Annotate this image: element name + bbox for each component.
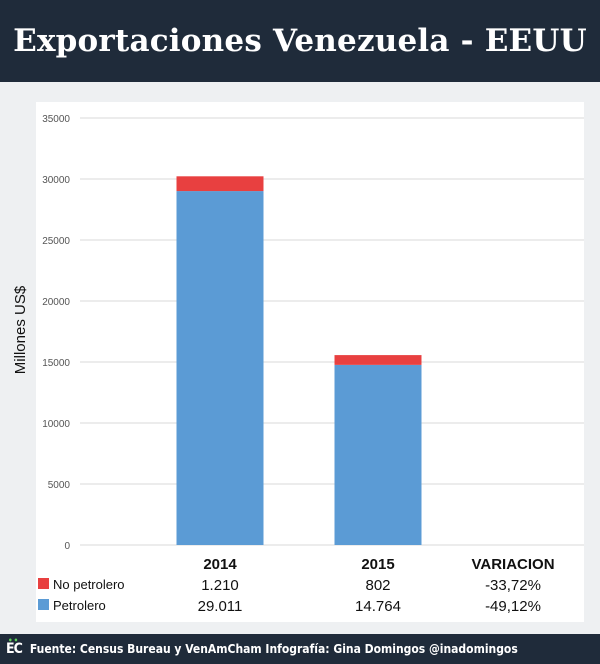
table-cell: 14.764 <box>355 598 401 615</box>
bar-petrolero <box>176 191 264 545</box>
y-tick-label: 20000 <box>42 297 70 308</box>
bar-no-petrolero <box>176 176 264 192</box>
table-column-header: 2015 <box>361 556 394 573</box>
table-cell: 802 <box>365 577 390 594</box>
footer-bar: •• EC Fuente: Census Bureau y VenAmCham … <box>0 634 600 664</box>
y-tick-label: 35000 <box>42 114 70 125</box>
table-column-header: VARIACION <box>471 556 554 573</box>
bar-no-petrolero <box>334 355 422 365</box>
source-credit: Fuente: Census Bureau y VenAmCham Infogr… <box>29 642 518 656</box>
y-tick-label: 30000 <box>42 175 70 186</box>
logo-text: EC <box>6 641 23 657</box>
y-tick-label: 0 <box>64 541 70 552</box>
y-tick-label: 5000 <box>48 480 71 491</box>
table-cell: -33,72% <box>485 577 541 594</box>
y-tick-label: 10000 <box>42 419 70 430</box>
header-bar: Exportaciones Venezuela - EEUU <box>0 0 600 82</box>
table-cell: -49,12% <box>485 598 541 615</box>
legend-label: No petrolero <box>53 577 125 592</box>
table-cell: 1.210 <box>201 577 239 594</box>
table-cell: 29.011 <box>198 598 243 615</box>
bar-petrolero <box>334 364 422 545</box>
page-title: Exportaciones Venezuela - EEUU <box>13 23 587 59</box>
y-tick-label: 15000 <box>42 358 70 369</box>
logo-dots-icon: •• <box>8 636 20 645</box>
logo: •• EC <box>6 636 23 657</box>
legend-swatch <box>38 578 49 589</box>
legend-swatch <box>38 599 49 610</box>
table-column-header: 2014 <box>203 556 237 573</box>
y-tick-label: 25000 <box>42 236 70 247</box>
legend-label: Petrolero <box>53 598 106 613</box>
y-axis-title: Millones US$ <box>12 285 29 374</box>
